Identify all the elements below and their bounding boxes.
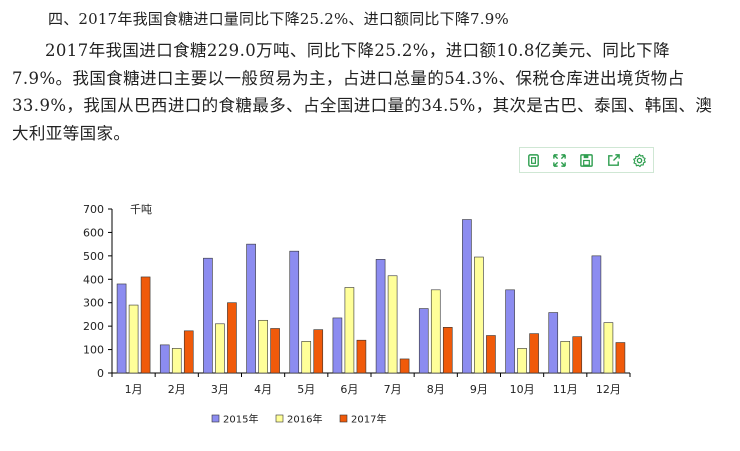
save-button[interactable] (577, 151, 595, 169)
bar-2016-2 (171, 348, 182, 374)
bar-2016-9 (474, 256, 484, 374)
y-tick-label: 300 (83, 297, 104, 310)
x-tick-label: 6月 (340, 383, 358, 396)
save-icon (580, 153, 593, 167)
x-tick-label: 4月 (254, 383, 272, 396)
y-tick-label: 0 (97, 367, 104, 380)
bar-2015-8 (418, 308, 429, 374)
bar-2015-2 (159, 344, 170, 374)
copy-icon (527, 153, 539, 167)
bar-2016-10 (517, 348, 527, 374)
bar-2017-4 (270, 328, 280, 374)
share-icon (607, 153, 620, 166)
bar-2016-8 (430, 289, 441, 374)
bar-2017-5 (313, 329, 324, 374)
x-tick-label: 11月 (553, 383, 578, 396)
y-axis-unit-label: 千吨 (130, 203, 152, 216)
bar-2016-1 (128, 304, 139, 374)
bar-2015-7 (375, 259, 386, 374)
y-tick-label: 200 (83, 320, 104, 333)
legend-swatch (275, 414, 284, 423)
bar-2016-5 (301, 341, 312, 374)
legend-label: 2016年 (287, 413, 322, 426)
bar-2017-11 (572, 336, 583, 374)
legend-swatch (211, 414, 220, 423)
expand-button[interactable] (551, 151, 569, 169)
sugar-import-bar-chart: 0 100 200 300 400 500 600 700 千吨 1月 2月 3月 4月 5月 6月 7月 8月… (83, 203, 631, 426)
bar-2017-9 (486, 335, 496, 374)
x-tick-label: 10月 (510, 383, 535, 396)
x-tick-label: 1月 (125, 383, 143, 396)
bar-2015-4 (246, 243, 256, 374)
x-tick-label: 5月 (297, 383, 315, 396)
bar-2015-3 (203, 257, 213, 374)
x-tick-label: 7月 (384, 383, 402, 396)
bar-2016-12 (603, 322, 614, 374)
copy-button[interactable] (524, 151, 542, 169)
y-tick-label: 700 (83, 203, 104, 216)
bar-2015-6 (332, 317, 343, 374)
bar-2017-10 (529, 333, 539, 374)
bar-2015-11 (548, 312, 559, 374)
x-tick-label: 2月 (168, 383, 186, 396)
y-tick-label: 400 (83, 273, 104, 286)
legend-label: 2015年 (223, 413, 258, 426)
bar-2015-5 (289, 250, 300, 374)
bar-2016-7 (387, 275, 398, 374)
legend-label: 2017年 (351, 413, 386, 426)
bar-2017-6 (356, 339, 367, 374)
bar-2017-3 (227, 302, 237, 374)
bar-2017-12 (615, 342, 626, 374)
x-tick-label: 9月 (470, 383, 488, 396)
image-toolbar (519, 147, 654, 173)
bar-2016-6 (344, 287, 355, 374)
section-heading: 四、2017年我国食糖进口量同比下降25.2%、进口额同比下降7.9% (48, 10, 509, 28)
y-tick-label: 500 (83, 250, 104, 263)
bar-2015-12 (591, 255, 602, 374)
bar-2017-1 (140, 276, 151, 374)
settings-button[interactable] (631, 151, 649, 169)
bar-2016-11 (560, 341, 571, 374)
x-tick-label: 12月 (596, 383, 621, 396)
bar-2016-3 (215, 323, 225, 374)
bar-2017-2 (183, 330, 194, 374)
bar-2015-10 (505, 289, 515, 374)
settings-icon (633, 153, 647, 167)
article-paragraph: 2017年我国进口食糖229.0万吨、同比下降25.2%，进口额10.8亿美元、… (12, 41, 713, 143)
y-tick-label: 100 (83, 344, 104, 357)
bar-2015-9 (462, 219, 472, 374)
bar-2017-7 (399, 358, 410, 374)
share-button[interactable] (604, 151, 622, 169)
y-tick-label: 600 (83, 226, 104, 239)
bar-2016-4 (258, 319, 268, 374)
x-tick-label: 8月 (427, 383, 445, 396)
bar-2015-1 (116, 283, 127, 374)
expand-icon (553, 153, 567, 167)
x-tick-label: 3月 (211, 383, 229, 396)
legend-swatch (339, 414, 348, 423)
bar-2017-8 (442, 327, 453, 374)
